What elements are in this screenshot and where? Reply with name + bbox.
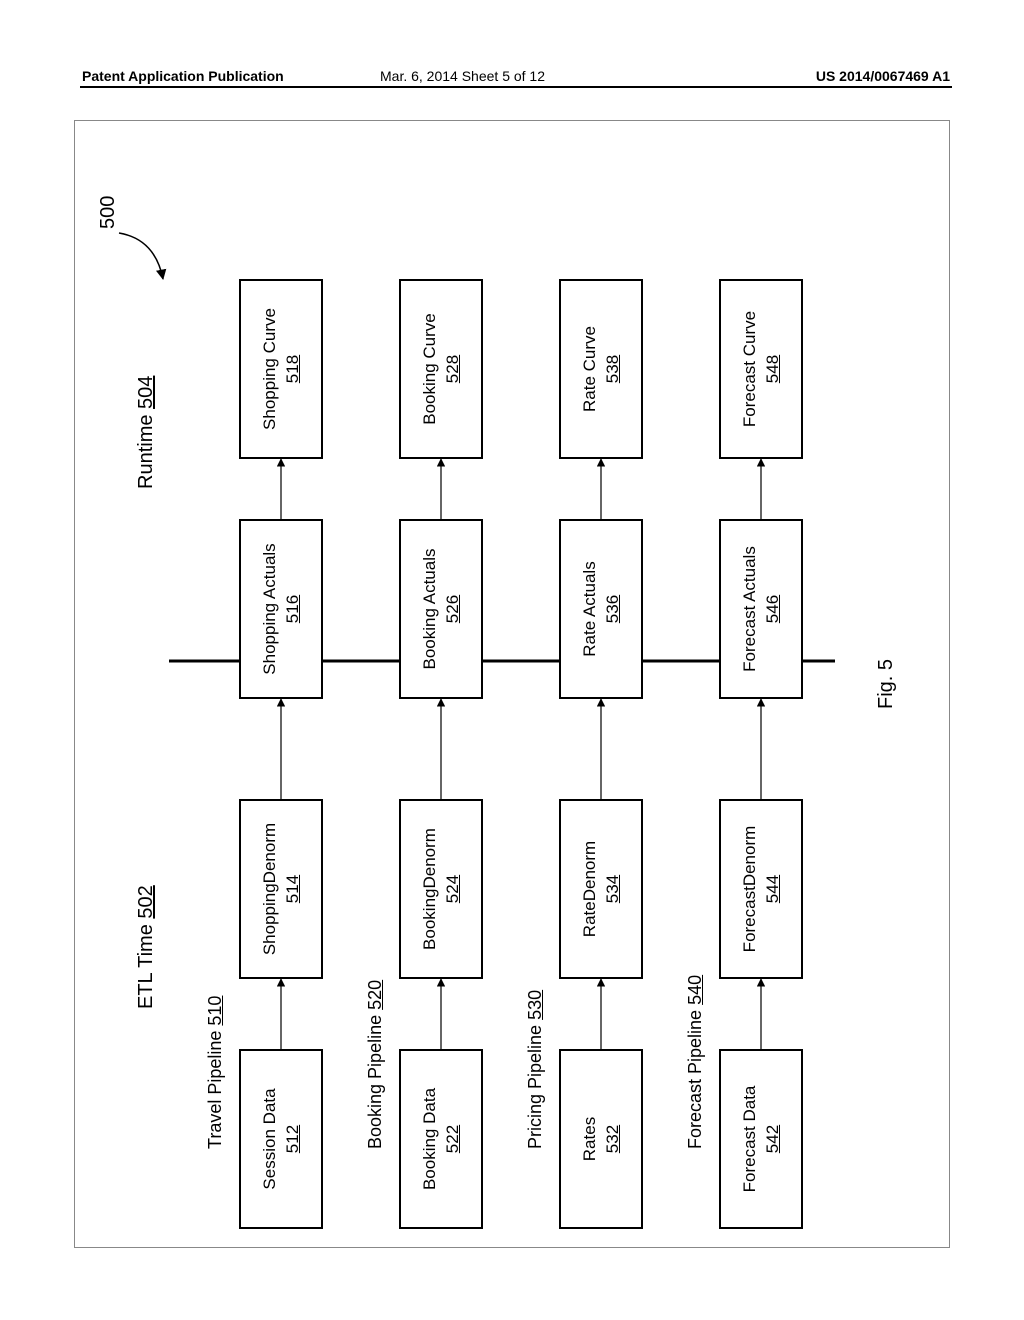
flow-box-num: 536 (602, 595, 623, 623)
pipeline-title-text: Pricing Pipeline (525, 1025, 545, 1149)
flow-box-label: Session Data (259, 1088, 280, 1189)
pipeline-title-text: Forecast Pipeline (685, 1010, 705, 1149)
page-frame: ETL Time 502 Runtime 504 500 Fig. 5 Trav… (74, 120, 950, 1248)
figure-ref-500: 500 (97, 196, 120, 229)
flow-box-num: 548 (762, 355, 783, 383)
pipeline-title-num: 530 (525, 990, 545, 1020)
flow-box-num: 518 (282, 355, 303, 383)
flow-box-label: Forecast Curve (739, 311, 760, 427)
flow-box-num: 516 (282, 595, 303, 623)
flow-box-num: 524 (442, 875, 463, 903)
flow-box-num: 546 (762, 595, 783, 623)
flow-box-label: Rate Curve (579, 326, 600, 412)
flow-box-label: Rate Actuals (579, 561, 600, 656)
flow-box: BookingDenorm524 (399, 799, 483, 979)
flow-box-label: Rates (579, 1117, 600, 1161)
flow-box: Shopping Actuals516 (239, 519, 323, 699)
pipeline-title-text: Booking Pipeline (365, 1015, 385, 1149)
flow-box-label: BookingDenorm (419, 828, 440, 950)
flow-box-label: Booking Curve (419, 313, 440, 425)
flow-box-label: Shopping Curve (259, 308, 280, 430)
flow-box: Rate Curve538 (559, 279, 643, 459)
flow-box: Forecast Actuals546 (719, 519, 803, 699)
header-mid: Mar. 6, 2014 Sheet 5 of 12 (380, 68, 545, 84)
flow-box: Booking Data522 (399, 1049, 483, 1229)
flow-box-num: 514 (282, 875, 303, 903)
flow-box-num: 528 (442, 355, 463, 383)
etl-time-header: ETL Time 502 (135, 885, 158, 1009)
pipeline-title-text: Travel Pipeline (205, 1031, 225, 1149)
flow-box-num: 522 (442, 1125, 463, 1153)
flow-box: Rate Actuals536 (559, 519, 643, 699)
flow-box: RateDenorm534 (559, 799, 643, 979)
flow-box-label: Shopping Actuals (259, 543, 280, 674)
runtime-num: 504 (135, 376, 157, 409)
etl-time-label: ETL Time (135, 924, 157, 1009)
flow-box-label: Forecast Data (739, 1086, 760, 1193)
flow-box: Forecast Data542 (719, 1049, 803, 1229)
pipeline-title-num: 510 (205, 996, 225, 1026)
flow-box-label: ForecastDenorm (739, 826, 760, 953)
flow-box: Forecast Curve548 (719, 279, 803, 459)
flow-box: ShoppingDenorm514 (239, 799, 323, 979)
flow-box-label: Booking Actuals (419, 549, 440, 670)
flow-box: Booking Actuals526 (399, 519, 483, 699)
header-left: Patent Application Publication (82, 68, 284, 84)
flow-box: ForecastDenorm544 (719, 799, 803, 979)
pipeline-title-num: 540 (685, 975, 705, 1005)
etl-time-num: 502 (135, 885, 157, 918)
pipeline-title: Travel Pipeline 510 (205, 996, 226, 1149)
flow-box-label: Forecast Actuals (739, 546, 760, 672)
figure-caption: Fig. 5 (875, 659, 898, 709)
flow-box: Shopping Curve518 (239, 279, 323, 459)
flow-box-num: 538 (602, 355, 623, 383)
flow-box-label: ShoppingDenorm (259, 823, 280, 955)
header-rule (80, 86, 952, 88)
header-right: US 2014/0067469 A1 (816, 68, 950, 84)
flow-box-num: 532 (602, 1125, 623, 1153)
runtime-header: Runtime 504 (135, 376, 158, 489)
runtime-label: Runtime (135, 415, 157, 489)
flow-box-num: 512 (282, 1125, 303, 1153)
flow-box-num: 542 (762, 1125, 783, 1153)
flow-box-num: 526 (442, 595, 463, 623)
pipeline-title: Booking Pipeline 520 (365, 980, 386, 1149)
pipeline-title: Pricing Pipeline 530 (525, 990, 546, 1149)
flow-box-label: RateDenorm (579, 841, 600, 937)
flow-box: Booking Curve528 (399, 279, 483, 459)
flow-box: Session Data512 (239, 1049, 323, 1229)
flow-box-num: 534 (602, 875, 623, 903)
flow-box-label: Booking Data (419, 1088, 440, 1190)
flow-box: Rates532 (559, 1049, 643, 1229)
flow-box-num: 544 (762, 875, 783, 903)
pipeline-title: Forecast Pipeline 540 (685, 975, 706, 1149)
diagram-canvas: ETL Time 502 Runtime 504 500 Fig. 5 Trav… (75, 121, 951, 1249)
pipeline-title-num: 520 (365, 980, 385, 1010)
